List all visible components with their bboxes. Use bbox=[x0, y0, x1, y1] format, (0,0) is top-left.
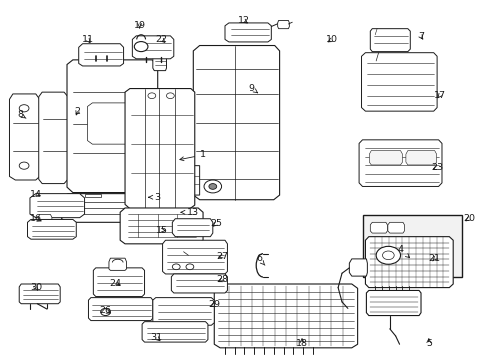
Bar bbox=[362, 215, 462, 277]
Text: 12: 12 bbox=[237, 16, 249, 25]
Text: 16: 16 bbox=[30, 214, 41, 223]
Text: 25: 25 bbox=[210, 219, 222, 228]
Text: 3: 3 bbox=[148, 193, 161, 202]
Text: 23: 23 bbox=[430, 163, 442, 172]
Text: 30: 30 bbox=[30, 283, 42, 292]
Text: 4: 4 bbox=[397, 246, 409, 257]
Circle shape bbox=[375, 246, 400, 264]
Polygon shape bbox=[109, 258, 126, 270]
Polygon shape bbox=[188, 166, 199, 195]
Polygon shape bbox=[93, 268, 144, 297]
Text: 17: 17 bbox=[433, 91, 445, 100]
Circle shape bbox=[172, 264, 180, 270]
Polygon shape bbox=[153, 45, 166, 71]
Polygon shape bbox=[131, 194, 149, 197]
Text: 11: 11 bbox=[81, 35, 93, 44]
Text: 6: 6 bbox=[256, 255, 264, 265]
Circle shape bbox=[19, 162, 29, 169]
Circle shape bbox=[382, 251, 393, 260]
Text: 14: 14 bbox=[30, 190, 41, 199]
Circle shape bbox=[185, 264, 193, 270]
Polygon shape bbox=[277, 21, 289, 29]
Text: 19: 19 bbox=[133, 21, 145, 30]
Text: 26: 26 bbox=[100, 306, 111, 315]
Text: 15: 15 bbox=[155, 226, 167, 235]
Polygon shape bbox=[67, 60, 158, 193]
Circle shape bbox=[208, 184, 216, 189]
Text: 7: 7 bbox=[417, 32, 423, 41]
Polygon shape bbox=[39, 92, 68, 184]
Polygon shape bbox=[88, 298, 153, 320]
Polygon shape bbox=[387, 222, 404, 233]
Polygon shape bbox=[369, 29, 409, 51]
Polygon shape bbox=[19, 284, 60, 304]
Polygon shape bbox=[366, 291, 420, 316]
Polygon shape bbox=[79, 44, 123, 66]
Polygon shape bbox=[368, 150, 402, 165]
Text: 24: 24 bbox=[109, 279, 121, 288]
Polygon shape bbox=[9, 94, 40, 180]
Polygon shape bbox=[172, 219, 212, 237]
Polygon shape bbox=[224, 23, 271, 42]
Text: 31: 31 bbox=[150, 333, 163, 342]
Text: 27: 27 bbox=[216, 252, 228, 261]
Polygon shape bbox=[153, 298, 214, 325]
Polygon shape bbox=[162, 240, 227, 274]
Polygon shape bbox=[369, 222, 386, 233]
Polygon shape bbox=[358, 140, 441, 186]
Polygon shape bbox=[84, 194, 101, 197]
Circle shape bbox=[134, 41, 148, 51]
Polygon shape bbox=[361, 53, 436, 111]
Text: 18: 18 bbox=[295, 339, 307, 348]
Text: 29: 29 bbox=[208, 300, 220, 309]
Polygon shape bbox=[348, 259, 366, 276]
Polygon shape bbox=[125, 89, 194, 209]
Polygon shape bbox=[27, 220, 76, 239]
Text: 1: 1 bbox=[180, 150, 205, 161]
Text: 2: 2 bbox=[75, 107, 81, 116]
Circle shape bbox=[203, 180, 221, 193]
Polygon shape bbox=[61, 194, 170, 222]
Text: 10: 10 bbox=[325, 35, 338, 44]
Circle shape bbox=[101, 309, 110, 316]
Text: 22: 22 bbox=[155, 35, 167, 44]
Polygon shape bbox=[193, 45, 279, 200]
Text: 28: 28 bbox=[216, 275, 228, 284]
Text: 21: 21 bbox=[428, 255, 440, 264]
Text: 8: 8 bbox=[17, 110, 26, 119]
Circle shape bbox=[148, 93, 156, 99]
Polygon shape bbox=[214, 284, 357, 348]
Polygon shape bbox=[132, 36, 173, 59]
Polygon shape bbox=[120, 208, 203, 244]
Polygon shape bbox=[30, 194, 84, 218]
Circle shape bbox=[19, 105, 29, 112]
Circle shape bbox=[166, 93, 174, 99]
Text: 20: 20 bbox=[462, 214, 474, 223]
Polygon shape bbox=[405, 150, 436, 165]
Polygon shape bbox=[171, 274, 227, 293]
Text: 13: 13 bbox=[181, 208, 199, 217]
Polygon shape bbox=[373, 242, 391, 251]
Text: 9: 9 bbox=[248, 84, 257, 93]
Text: 5: 5 bbox=[425, 339, 431, 348]
Polygon shape bbox=[38, 215, 52, 223]
Polygon shape bbox=[365, 237, 452, 288]
Polygon shape bbox=[87, 103, 137, 144]
Polygon shape bbox=[142, 321, 207, 342]
